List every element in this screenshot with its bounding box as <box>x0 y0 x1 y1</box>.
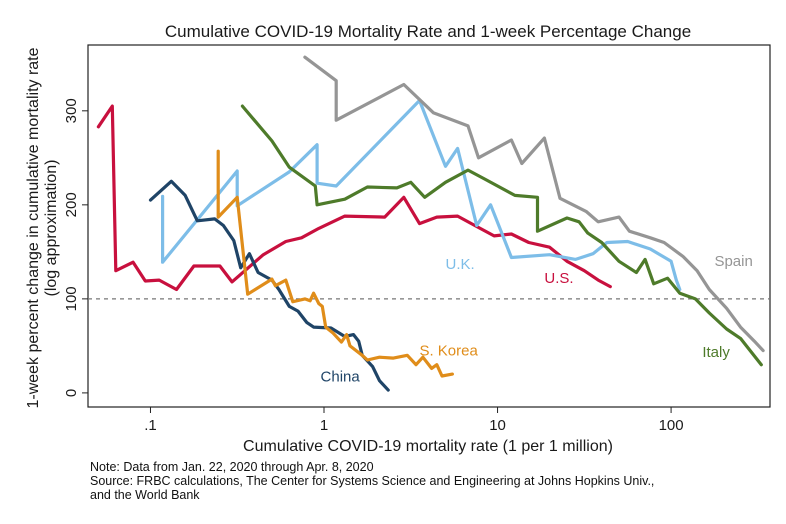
series-label-italy: Italy <box>702 344 730 361</box>
x-tick-label: 100 <box>659 417 684 434</box>
source-text: Source: FRBC calculations, The Center fo… <box>90 474 655 488</box>
series-line-spain <box>303 55 765 353</box>
source-text-continued: and the World Bank <box>90 488 200 502</box>
plot-frame <box>87 44 771 408</box>
y-tick-label: 300 <box>63 98 80 123</box>
series-line-italy <box>240 104 763 367</box>
y-tick-label: 0 <box>63 389 80 397</box>
series-label-u-s: U.S. <box>544 270 573 287</box>
series-label-u-k: U.K. <box>445 256 474 273</box>
series-label-s-korea: S. Korea <box>419 342 478 359</box>
y-tick-label: 200 <box>63 192 80 217</box>
series-line-china <box>148 179 390 392</box>
note-text: Note: Data from Jan. 22, 2020 through Ap… <box>90 460 374 474</box>
series-line-s-korea <box>216 149 454 378</box>
y-axis-label: 1-week percent change in cumulative mort… <box>25 47 42 408</box>
chart-title: Cumulative COVID-19 Mortality Rate and 1… <box>165 22 691 41</box>
series-line-u-s <box>96 104 612 292</box>
x-tick-label: 1 <box>320 417 328 434</box>
series-label-china: China <box>321 369 361 386</box>
x-axis-label: Cumulative COVID-19 mortality rate (1 pe… <box>243 438 613 455</box>
y-axis-sublabel: (log approximation) <box>43 160 60 297</box>
series-line-u-k <box>161 98 682 292</box>
series-label-spain: Spain <box>714 253 752 270</box>
x-tick-label: .1 <box>144 417 157 434</box>
x-tick-label: 10 <box>489 417 506 434</box>
y-tick-label: 100 <box>63 286 80 311</box>
